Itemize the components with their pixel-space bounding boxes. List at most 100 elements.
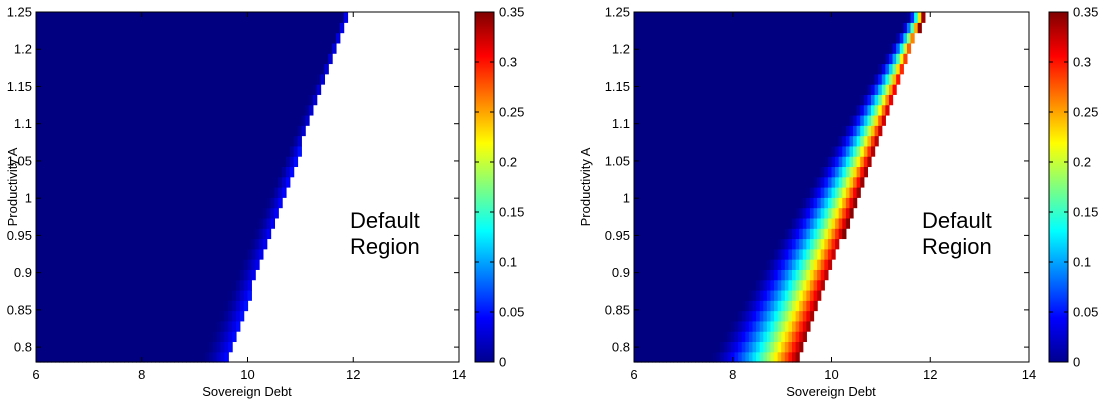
- heatmap-cell: [66, 22, 72, 34]
- heatmap-cell: [727, 331, 732, 343]
- heatmap-cell: [305, 32, 310, 44]
- heatmap-cell: [162, 104, 168, 116]
- heatmap-cell: [799, 166, 804, 178]
- heatmap-cell: [89, 125, 95, 137]
- heatmap-cell: [135, 269, 141, 281]
- heatmap-cell: [43, 145, 49, 157]
- heatmap-cell: [659, 94, 664, 106]
- heatmap-cell: [669, 63, 675, 75]
- heatmap-cell: [282, 125, 287, 137]
- heatmap-cell: [220, 32, 226, 44]
- heatmap-cell: [162, 73, 168, 85]
- heatmap-cell: [662, 238, 667, 250]
- heatmap-cell: [666, 300, 671, 312]
- heatmap-cell: [723, 104, 728, 116]
- heatmap-cell: [159, 341, 164, 353]
- heatmap-cell: [766, 73, 772, 85]
- heatmap-cell: [124, 207, 129, 219]
- heatmap-cell: [147, 135, 152, 147]
- heatmap-cell: [228, 300, 233, 312]
- heatmap-cell: [634, 289, 639, 301]
- heatmap-cell: [209, 238, 214, 250]
- heatmap-cell: [224, 269, 229, 281]
- heatmap-cell: [39, 176, 45, 188]
- heatmap-cell: [120, 84, 126, 95]
- heatmap-cell: [297, 73, 302, 85]
- heatmap-cell: [759, 228, 764, 240]
- heatmap-cell: [659, 22, 664, 34]
- heatmap-cell: [845, 84, 851, 95]
- heatmap-cell: [770, 310, 775, 322]
- heatmap-cell: [777, 176, 782, 188]
- heatmap-cell: [178, 248, 183, 260]
- heatmap-cell: [716, 114, 721, 126]
- heatmap-cell: [255, 12, 260, 23]
- heatmap-cell: [738, 125, 743, 137]
- heatmap-cell: [139, 22, 145, 34]
- heatmap-cell: [335, 22, 341, 34]
- heatmap-cell: [698, 197, 703, 209]
- heatmap-cell: [651, 248, 657, 260]
- heatmap-cell: [856, 166, 861, 178]
- heatmap-cell: [666, 166, 671, 178]
- heatmap-cell: [232, 176, 237, 188]
- heatmap-cell: [784, 341, 790, 353]
- heatmap-cell: [278, 135, 283, 147]
- heatmap-cell: [124, 320, 129, 332]
- heatmap-cell: [262, 84, 268, 95]
- heatmap-cell: [659, 145, 664, 157]
- heatmap-cell: [824, 84, 829, 95]
- heatmap-cell: [162, 300, 168, 312]
- heatmap-cell: [673, 217, 678, 229]
- heatmap-cell: [47, 176, 52, 188]
- heatmap-cell: [66, 166, 72, 178]
- heatmap-cell: [205, 331, 210, 343]
- heatmap-cell: [170, 331, 176, 343]
- heatmap-cell: [713, 125, 718, 137]
- heatmap-cell: [838, 94, 843, 106]
- heatmap-cell: [763, 32, 768, 44]
- heatmap-cell: [216, 156, 222, 168]
- heatmap-cell: [709, 22, 714, 34]
- heatmap-cell: [874, 73, 879, 85]
- heatmap-cell: [97, 197, 102, 209]
- heatmap-cell: [93, 259, 99, 270]
- heatmap-cell: [641, 114, 646, 126]
- heatmap-cell: [189, 125, 195, 137]
- heatmap-cell: [266, 217, 272, 229]
- heatmap-cell: [151, 269, 156, 281]
- heatmap-cell: [62, 197, 68, 209]
- heatmap-cell: [151, 12, 156, 23]
- heatmap-cell: [270, 84, 276, 95]
- heatmap-cell: [738, 341, 743, 353]
- heatmap-cell: [784, 135, 790, 147]
- heatmap-cell: [641, 156, 646, 168]
- heatmap-cell: [817, 197, 822, 209]
- heatmap-cell: [143, 53, 149, 65]
- heatmap-cell: [673, 22, 678, 34]
- heatmap-cell: [178, 53, 183, 65]
- heatmap-cell: [759, 310, 764, 322]
- heatmap-cell: [680, 32, 685, 44]
- heatmap-cell: [827, 94, 833, 106]
- heatmap-cell: [212, 125, 218, 137]
- heatmap-cell: [174, 63, 179, 75]
- heatmap-cell: [101, 341, 106, 353]
- heatmap-cell: [259, 73, 264, 85]
- heatmap-cell: [763, 331, 768, 343]
- heatmap-cell: [770, 73, 775, 85]
- heatmap-cell: [74, 125, 79, 137]
- heatmap-cell: [36, 42, 41, 54]
- heatmap-cell: [147, 73, 152, 85]
- heatmap-cell: [655, 114, 660, 126]
- heatmap-cell: [777, 187, 782, 198]
- heatmap-cell: [89, 42, 95, 54]
- heatmap-cell: [193, 63, 199, 75]
- heatmap-cell: [320, 63, 326, 75]
- heatmap-cell: [62, 63, 68, 75]
- heatmap-cell: [709, 331, 714, 343]
- heatmap-cell: [43, 300, 49, 312]
- heatmap-cell: [723, 166, 728, 178]
- heatmap-cell: [648, 104, 653, 116]
- heatmap-cell: [741, 22, 746, 34]
